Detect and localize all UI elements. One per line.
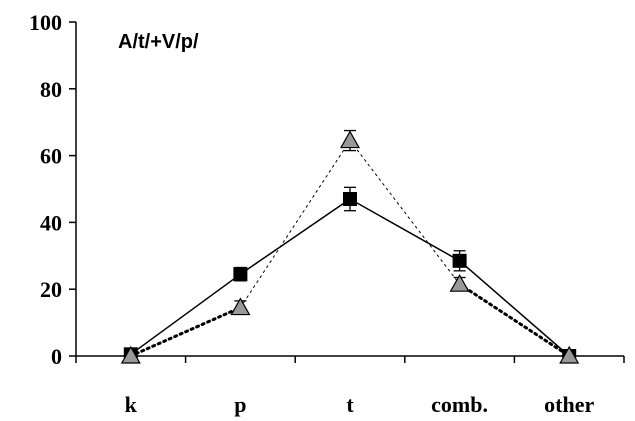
series-line-segment — [349, 198, 460, 262]
y-tick-label: 40 — [40, 210, 62, 235]
x-tick-label: k — [125, 392, 138, 417]
data-point-square — [343, 192, 357, 207]
x-tick-labels: k p t comb. other — [125, 392, 595, 417]
y-tick-label: 60 — [40, 144, 62, 169]
data-point-triangle — [120, 345, 141, 364]
series-1 — [123, 186, 577, 363]
x-tick-label: comb. — [431, 392, 488, 417]
x-tick-label: other — [544, 392, 594, 417]
series-line-segment — [239, 140, 351, 309]
y-tick-label: 80 — [40, 77, 62, 102]
series-line-segment — [129, 306, 242, 358]
y-tick-label: 0 — [51, 344, 62, 369]
chart-title: A/t/+V/p/ — [118, 31, 199, 53]
data-point-square — [233, 267, 248, 282]
data-point-square — [452, 253, 467, 268]
series-line-segment — [458, 282, 571, 358]
series-2 — [120, 129, 580, 364]
series-line-segment — [349, 140, 461, 285]
x-tick-label: t — [346, 392, 354, 417]
y-tick-label: 20 — [40, 277, 62, 302]
series-layer — [120, 129, 580, 364]
data-point-triangle — [339, 130, 361, 149]
series-line-segment — [130, 273, 241, 355]
x-tick-label: p — [234, 392, 246, 417]
y-tick-labels: 0 20 40 60 80 100 — [29, 10, 62, 369]
axes — [69, 21, 625, 363]
series-line-segment — [459, 260, 570, 357]
data-point-triangle — [230, 297, 251, 316]
data-point-triangle — [559, 345, 580, 364]
series-line-segment — [239, 198, 351, 275]
y-tick-label: 100 — [29, 10, 62, 35]
data-point-triangle — [449, 273, 470, 292]
